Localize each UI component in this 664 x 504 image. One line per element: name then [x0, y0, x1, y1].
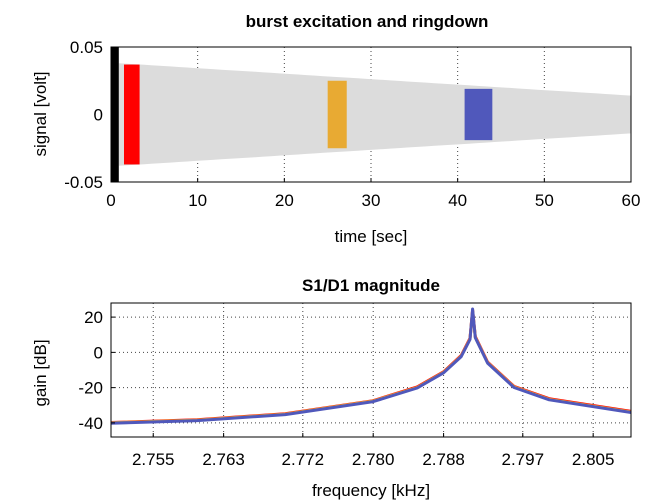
x-axis-label: time [sec] [335, 227, 408, 246]
x-tick-label: 0 [106, 191, 115, 210]
chart-title: burst excitation and ringdown [246, 12, 489, 31]
x-tick-label: 2.805 [572, 450, 615, 469]
series-window [464, 88, 493, 141]
panel-magnitude: S1/D1 magnitude 2.755 2.763 2.772 2.780 2.78… [31, 276, 632, 500]
y-axis-label: signal [volt] [31, 71, 50, 156]
axis-ticks: 2.755 2.763 2.772 2.780 2.788 2.797 2.805 -40 -2… [78, 308, 614, 469]
y-tick-label: -40 [78, 414, 103, 433]
x-tick-label: 20 [275, 191, 294, 210]
x-tick-label: 60 [622, 191, 641, 210]
series-line [110, 307, 632, 425]
series-window [327, 80, 347, 149]
x-tick-label: 50 [535, 191, 554, 210]
y-tick-label: 0.05 [70, 38, 103, 57]
y-tick-label: 0 [94, 343, 103, 362]
x-tick-label: 2.772 [282, 450, 325, 469]
y-tick-label: 20 [84, 308, 103, 327]
plot-area [110, 307, 632, 425]
chart-title: S1/D1 magnitude [302, 276, 440, 295]
x-tick-label: 2.763 [202, 450, 245, 469]
x-tick-label: 10 [188, 191, 207, 210]
x-tick-label: 2.755 [132, 450, 175, 469]
gridlines [111, 303, 631, 437]
panel-burst-excitation: burst excitation and ringdown 0 10 20 30 40 5… [31, 12, 640, 246]
x-tick-label: 2.788 [422, 450, 465, 469]
y-axis-label: gain [dB] [31, 339, 50, 406]
series-window [124, 64, 140, 165]
x-tick-label: 2.780 [352, 450, 395, 469]
y-tick-label: -0.05 [64, 173, 103, 192]
y-tick-label: -20 [78, 379, 103, 398]
x-tick-label: 30 [362, 191, 381, 210]
x-tick-label: 2.797 [502, 450, 545, 469]
series-ringdown [118, 63, 632, 166]
x-tick-label: 40 [448, 191, 467, 210]
plot-area [111, 47, 632, 182]
x-axis-label: frequency [kHz] [312, 481, 430, 500]
axes-frame [110, 302, 632, 438]
y-tick-label: 0 [94, 106, 103, 125]
